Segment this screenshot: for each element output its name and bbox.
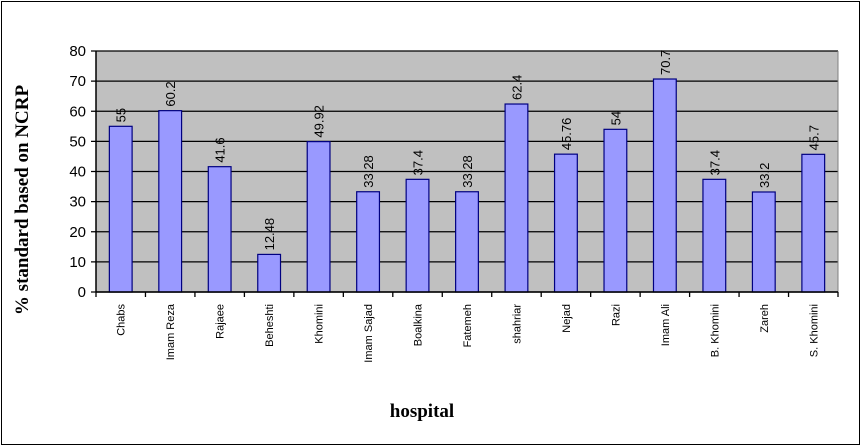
x-tick-label: B. Khomini [709, 304, 721, 357]
data-label: 37.4 [707, 150, 722, 175]
x-tick-label: Nejad [561, 304, 573, 333]
x-tick-label: Khomini [314, 304, 326, 344]
y-tick-label: 50 [69, 133, 86, 150]
y-tick-label: 70 [69, 73, 86, 90]
bar-khomini [306, 141, 331, 293]
y-axis-title: % standard based on NCRP [12, 85, 33, 316]
x-tick-label: Zareh [759, 304, 771, 333]
bar-nejad [553, 153, 578, 293]
data-label: 12.48 [262, 218, 277, 251]
bar-shahriar [504, 103, 529, 293]
y-tick-label: 40 [69, 164, 86, 181]
x-tick-label: S. Khomini [808, 304, 820, 357]
x-tick-label: Chabs [116, 304, 128, 336]
bar-fatemeh [455, 191, 479, 293]
y-tick-label: 0 [78, 284, 86, 301]
data-label: 45.7 [806, 125, 821, 150]
data-label: 41.6 [213, 137, 228, 162]
data-label: 49.92 [312, 105, 327, 138]
y-tick-label: 60 [69, 103, 86, 120]
bar-imam-reza [158, 110, 183, 293]
bar-boalkina [405, 178, 430, 293]
y-tick-label: 20 [69, 224, 86, 241]
data-label: 33.28 [361, 155, 376, 188]
bar-imam-ali [652, 78, 677, 293]
bar-razi [603, 128, 628, 293]
bar-beheshti [257, 253, 282, 293]
data-label: 62.4 [509, 75, 524, 100]
bar-imam-sajad [356, 191, 381, 293]
x-tick-label: shahriar [511, 304, 523, 344]
x-tick-label: Imam Ali [660, 304, 672, 346]
x-axis-title: hospital [390, 401, 454, 422]
y-tick-label: 80 [69, 43, 86, 60]
bar-zareh [751, 191, 776, 293]
x-tick-label: Imam Sajad [363, 304, 375, 363]
data-label: 37.4 [411, 150, 426, 175]
x-tick-label: Fatemeh [462, 304, 474, 347]
x-tick-label: Imam Reza [165, 303, 177, 360]
x-tick-label: Beheshti [264, 304, 276, 347]
data-label: 45.76 [559, 118, 574, 151]
data-label: 70.7 [658, 50, 673, 75]
x-tick-label: Rajaee [215, 304, 227, 339]
y-tick-label: 10 [69, 254, 86, 271]
x-tick-label: Razi [610, 304, 622, 326]
data-label: 33.2 [757, 163, 772, 188]
data-label: 55 [114, 108, 129, 122]
bar-chabs [108, 125, 133, 293]
data-label: 54 [608, 111, 623, 125]
bar-rajaee [207, 166, 232, 293]
y-tick-label: 30 [69, 194, 86, 211]
x-tick-label: Boalkina [413, 303, 425, 346]
bar-b-khomini [702, 178, 727, 293]
data-label: 33.28 [460, 155, 475, 188]
bar-s-khomini [801, 153, 826, 293]
data-label: 60.2 [163, 81, 178, 106]
